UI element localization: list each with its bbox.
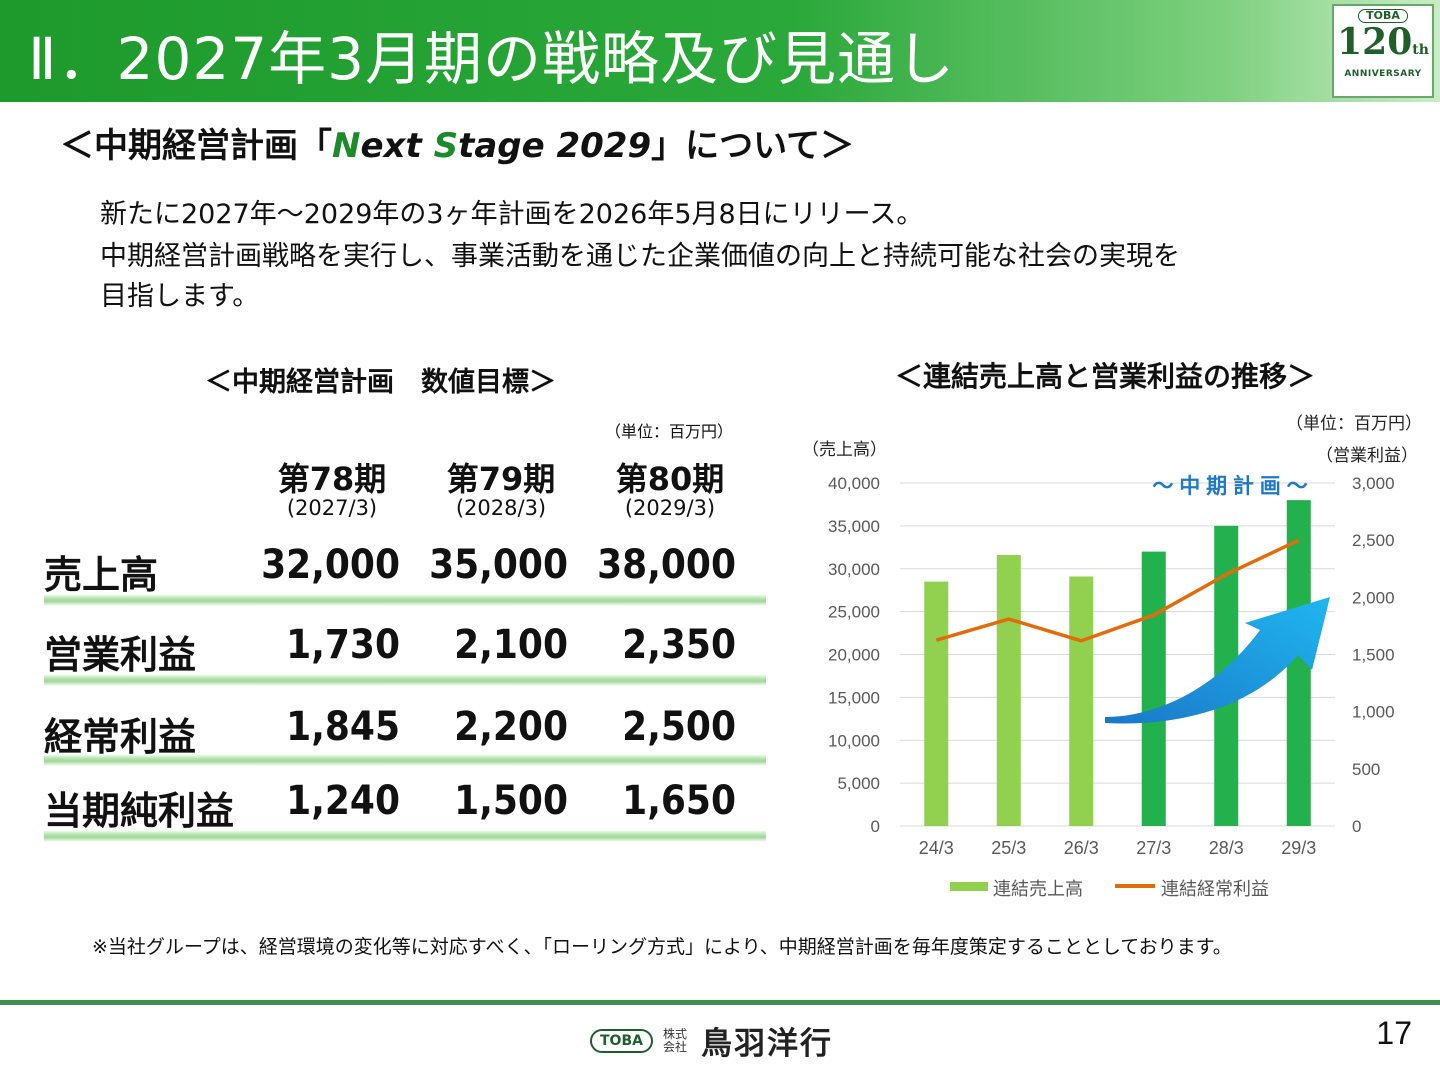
x-tick-label: 28/3 — [1209, 838, 1244, 858]
y-tick-label: 15,000 — [828, 688, 880, 707]
x-tick-label: 25/3 — [991, 838, 1026, 858]
y-tick-label: 35,000 — [828, 517, 880, 536]
sales-profit-chart: 40,000 35,000 30,000 25,000 20,000 15,000 10,0… — [802, 414, 1422, 899]
y2-tick-label: 3,000 — [1352, 474, 1395, 493]
table-cell: 1,845 — [286, 704, 400, 750]
x-tick-label: 29/3 — [1281, 838, 1316, 858]
page-number: 17 — [1376, 1015, 1412, 1051]
profit-line — [935, 538, 1300, 643]
y-tick-label: 5,000 — [837, 774, 880, 793]
y2-tick-label: 0 — [1352, 817, 1361, 836]
y-tick-label: 0 — [871, 817, 880, 836]
growth-arrow-icon — [1105, 597, 1330, 724]
corporate-type: 株式会社 — [662, 1026, 687, 1054]
period-header: 第79期 (2028/3) — [446, 460, 556, 520]
table-cell: 38,000 — [597, 542, 736, 588]
table-cell: 35,000 — [429, 542, 568, 588]
y-tick-label: 10,000 — [828, 731, 880, 750]
page-title: Ⅱ．2027年3月期の戦略及び見通し — [28, 25, 956, 93]
table-cell: 1,650 — [622, 778, 736, 824]
sales-bar — [924, 581, 949, 826]
toba-logo-icon: TOBA — [590, 1028, 653, 1053]
row-underline — [44, 594, 766, 606]
targets-title: ＜中期経営計画 数値目標＞ — [205, 367, 556, 398]
table-cell: 2,500 — [622, 704, 736, 750]
header-bar: Ⅱ．2027年3月期の戦略及び見通し — [0, 0, 1440, 102]
badge-number: 120th — [1337, 21, 1429, 63]
y2-tick-label: 1,500 — [1352, 646, 1395, 665]
company-name: 鳥羽洋行 — [700, 1026, 833, 1062]
table-cell: 1,500 — [454, 778, 568, 824]
y2-tick-label: 1,000 — [1352, 703, 1395, 722]
x-tick-label: 26/3 — [1064, 838, 1099, 858]
paragraph-line: 新たに2027年～2029年の3ヶ年計画を2026年5月8日にリリース。 — [100, 199, 924, 230]
period-header: 第78期 (2027/3) — [277, 460, 387, 520]
row-label-net-profit: 当期純利益 — [44, 789, 235, 833]
plan-annotation: ～ 中 期 計 画 ～ — [1152, 474, 1307, 498]
y-tick-label: 40,000 — [828, 474, 880, 493]
table-cell: 2,350 — [622, 622, 736, 668]
row-label-operating-profit: 営業利益 — [44, 633, 197, 677]
chart-unit: （単位：百万円） — [1286, 414, 1422, 433]
sales-bar — [1069, 576, 1094, 826]
company-logo: TOBA 株式会社 鳥羽洋行 — [590, 1018, 833, 1063]
badge-subtitle: ANNIVERSARY — [1344, 69, 1422, 79]
legend-swatch-sales — [950, 882, 988, 891]
y-axis-label: （売上高） — [802, 440, 887, 459]
paragraph-line: 目指します。 — [100, 281, 260, 312]
row-label-ordinary-profit: 経常利益 — [44, 715, 197, 759]
targets-unit: （単位：百万円） — [605, 422, 734, 441]
legend-label-profit: 連結経常利益 — [1161, 879, 1269, 899]
y-tick-label: 25,000 — [828, 603, 880, 622]
footnote: ※当社グループは、経営環境の変化等に対応すべく、「ローリング方式」により、中期経… — [92, 936, 1232, 958]
row-underline — [44, 674, 766, 686]
row-underline — [44, 830, 766, 842]
anniversary-badge: TOBA 120th ANNIVERSARY — [1332, 4, 1434, 98]
y2-tick-label: 500 — [1352, 760, 1380, 779]
badge-logo: TOBA — [1358, 9, 1408, 23]
x-tick-label: 27/3 — [1136, 838, 1171, 858]
period-header: 第80期 (2029/3) — [615, 460, 725, 520]
row-label-sales: 売上高 — [44, 553, 159, 597]
y-tick-label: 30,000 — [828, 560, 880, 579]
y2-tick-label: 2,000 — [1352, 588, 1395, 607]
x-tick-label: 24/3 — [919, 838, 954, 858]
row-underline — [44, 754, 766, 766]
table-cell: 2,200 — [454, 704, 568, 750]
paragraph-line: 中期経営計画戦略を実行し、事業活動を通じた企業価値の向上と持続可能な社会の実現を — [100, 241, 1180, 272]
sales-bar — [1141, 551, 1166, 826]
footer-divider — [0, 1000, 1440, 1005]
table-cell: 32,000 — [261, 542, 400, 588]
section-subtitle: ＜中期経営計画「Next Stage 2029」について＞ — [60, 126, 855, 166]
chart-title: ＜連結売上高と営業利益の推移＞ — [895, 360, 1316, 393]
y2-tick-label: 2,500 — [1352, 531, 1395, 550]
table-cell: 1,730 — [286, 622, 400, 668]
table-cell: 2,100 — [454, 622, 568, 668]
table-cell: 1,240 — [286, 778, 400, 824]
sales-bar — [996, 555, 1021, 826]
y2-axis-label: （営業利益） — [1316, 446, 1418, 465]
y-tick-label: 20,000 — [828, 646, 880, 665]
legend-label-sales: 連結売上高 — [993, 879, 1083, 899]
